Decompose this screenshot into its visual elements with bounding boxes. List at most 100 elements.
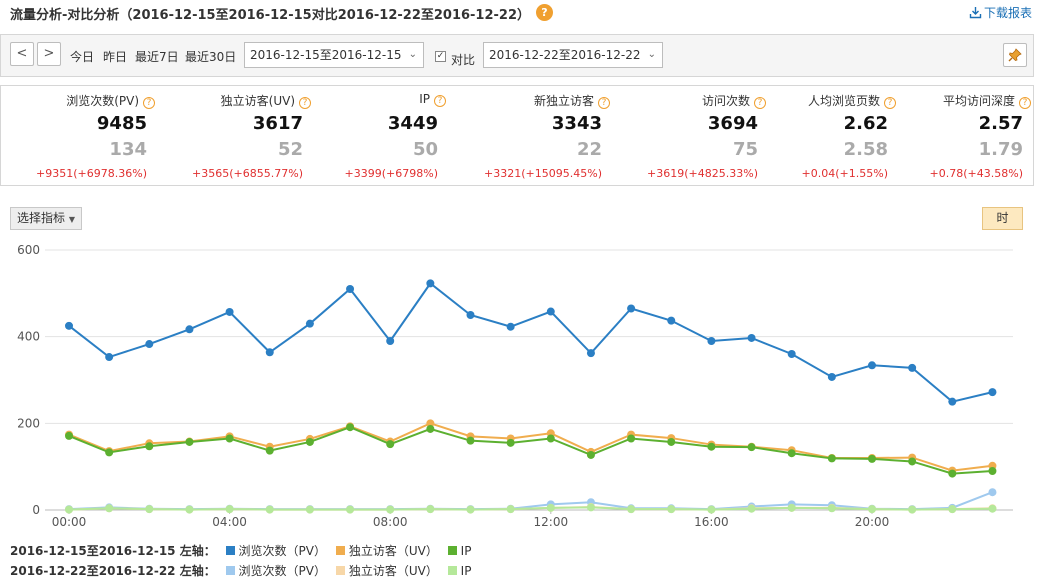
x-tick-label: 20:00 (855, 515, 890, 529)
legend-label: IP (460, 564, 472, 578)
help-icon[interactable]: ? (434, 95, 446, 107)
metric-value: 3343 (551, 113, 602, 134)
data-point (506, 505, 515, 514)
legend-item-ip-compare[interactable]: IP (442, 564, 472, 578)
legend-item-pv-compare[interactable]: 浏览次数（PV） (220, 564, 326, 578)
data-point (185, 325, 194, 334)
y-tick-label: 400 (17, 330, 40, 344)
data-point (346, 285, 355, 293)
data-point (65, 321, 73, 330)
data-point (145, 340, 154, 349)
legend-axis-suffix: 左轴： (175, 544, 216, 558)
data-point (586, 450, 595, 459)
metric-compare-value: 75 (732, 139, 758, 160)
legend-range: 2016-12-15至2016-12-15 (10, 544, 176, 558)
pin-button[interactable] (1003, 43, 1027, 67)
download-label: 下载报表 (983, 6, 1032, 20)
series-line (68, 281, 993, 403)
compare-checkbox[interactable]: ✓ (435, 51, 446, 62)
x-tick-label: 00:00 (52, 515, 87, 529)
data-point (908, 457, 917, 466)
metric-value: 3694 (707, 113, 758, 134)
data-point (988, 504, 997, 513)
data-point (466, 311, 475, 319)
data-point (225, 434, 234, 443)
date-toolbar: < > 今日 昨日 最近7日 最近30日 2016-12-15至2016-12-… (0, 34, 1034, 77)
x-tick-label: 08:00 (373, 515, 408, 529)
data-point (747, 333, 756, 342)
legend-range: 2016-12-22至2016-12-22 (10, 564, 176, 578)
data-point (305, 505, 314, 514)
prev-day-button[interactable]: < (10, 42, 34, 66)
metric-diff: +0.04(+1.55%) (801, 167, 888, 180)
legend-row-1: 2016-12-15至2016-12-15 左轴： 浏览次数（PV） 独立访客（… (10, 542, 471, 559)
compare-label[interactable]: 对比 (451, 53, 476, 67)
select-metric-dropdown[interactable]: 选择指标 ▼ (10, 207, 82, 230)
legend-item-uv-compare[interactable]: 独立访客（UV） (330, 564, 438, 578)
data-point (506, 438, 515, 447)
metric-diff: +9351(+6978.36%) (36, 167, 147, 180)
help-icon[interactable]: ? (536, 4, 553, 21)
data-point (787, 449, 796, 458)
quick-yesterday[interactable]: 昨日 (103, 50, 128, 64)
metric-diff: +3399(+6798%) (344, 167, 438, 180)
data-point (546, 307, 555, 316)
compare-range-value: 2016-12-22至2016-12-22 (489, 48, 641, 62)
series-line (68, 426, 993, 475)
legend-item-ip[interactable]: IP (442, 544, 472, 558)
data-point (908, 505, 917, 514)
data-point (586, 503, 595, 512)
data-point (787, 350, 796, 358)
help-icon[interactable]: ? (884, 97, 896, 109)
metric-label: 浏览次数(PV) (66, 94, 139, 108)
legend-label: 独立访客（UV） (348, 564, 438, 578)
data-point (225, 307, 234, 316)
date-range-select[interactable]: 2016-12-15至2016-12-15 ⌄ (244, 42, 424, 68)
next-day-button[interactable]: > (37, 42, 61, 66)
legend-item-pv[interactable]: 浏览次数（PV） (220, 544, 326, 558)
data-point (145, 505, 154, 514)
metric-label: IP (419, 92, 430, 106)
help-icon[interactable]: ? (143, 97, 155, 109)
data-point (747, 504, 756, 513)
data-point (426, 279, 435, 288)
data-point (988, 488, 997, 497)
help-icon[interactable]: ? (754, 97, 766, 109)
data-point (265, 348, 274, 357)
hour-granularity-button[interactable]: 时 (982, 207, 1023, 230)
help-icon[interactable]: ? (598, 97, 610, 109)
legend-item-uv[interactable]: 独立访客（UV） (330, 544, 438, 558)
data-point (105, 448, 114, 457)
metric-compare-value: 2.58 (843, 139, 888, 160)
help-icon[interactable]: ? (299, 97, 311, 109)
quick-last-30-days[interactable]: 最近30日 (185, 50, 237, 64)
metric-diff: +3619(+4825.33%) (647, 167, 758, 180)
data-point (305, 437, 314, 446)
data-point (707, 442, 716, 451)
metric-value: 3617 (252, 113, 303, 134)
data-point (426, 505, 435, 514)
metric-compare-value: 22 (576, 139, 602, 160)
metric-ip: IP? 3449 50 +3399(+6798%) (311, 86, 446, 186)
data-point (948, 505, 957, 514)
quick-last-7-days[interactable]: 最近7日 (135, 50, 179, 64)
series-line (68, 506, 993, 511)
data-point (466, 505, 475, 514)
metric-label: 访问次数 (701, 94, 750, 108)
data-point (988, 388, 997, 397)
metric-avg-depth: 平均访问深度? 2.57 1.79 +0.78(+43.58%) (896, 86, 1031, 186)
quick-today[interactable]: 今日 (70, 50, 95, 64)
page-title: 流量分析-对比分析（2016-12-15至2016-12-15对比2016-12… (10, 8, 531, 23)
data-point (65, 431, 73, 440)
data-point (586, 349, 595, 358)
compare-range-select[interactable]: 2016-12-22至2016-12-22 ⌄ (483, 42, 663, 68)
x-tick-label: 12:00 (534, 515, 569, 529)
legend-label: IP (460, 544, 472, 558)
legend-axis-suffix: 左轴： (175, 564, 216, 578)
help-icon[interactable]: ? (1019, 97, 1031, 109)
data-point (667, 316, 676, 325)
legend-label: 浏览次数（PV） (238, 564, 326, 578)
date-range-value: 2016-12-15至2016-12-15 (250, 48, 402, 62)
download-report-link[interactable]: 下载报表 (969, 4, 1032, 21)
legend-swatch (335, 566, 345, 575)
